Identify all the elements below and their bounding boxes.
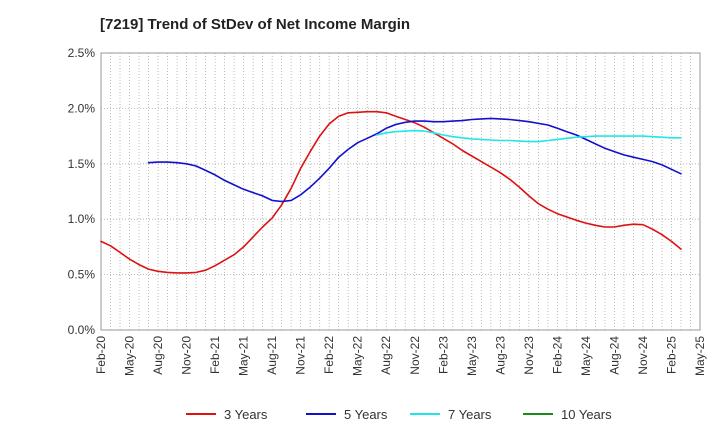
x-tick-label: May-22	[351, 336, 365, 376]
x-tick-label: Feb-21	[208, 336, 222, 374]
x-tick-label: May-21	[237, 336, 251, 376]
x-tick-label: May-23	[465, 336, 479, 376]
legend-label: 10 Years	[561, 407, 612, 422]
legend-label: 7 Years	[448, 407, 492, 422]
series-line-5-years	[147, 117, 682, 203]
x-tick-label: Nov-21	[294, 336, 308, 375]
y-axis: 0.0% 0.5% 1.0% 1.5% 2.0% 2.5%	[68, 46, 96, 337]
chart-title: [7219] Trend of StDev of Net Income Marg…	[100, 16, 411, 33]
x-tick-label: Feb-25	[664, 336, 678, 374]
grid-lines	[101, 53, 700, 330]
legend-label: 3 Years	[224, 407, 268, 422]
x-tick-label: Aug-20	[151, 336, 165, 375]
x-tick-label: Nov-23	[522, 336, 536, 375]
x-tick-label: Aug-24	[607, 336, 621, 375]
plot-frame	[100, 52, 701, 331]
x-tick-label: Feb-20	[94, 336, 108, 374]
y-tick-label: 1.0%	[68, 212, 96, 226]
x-tick-label: Feb-23	[436, 336, 450, 374]
y-tick-label: 0.0%	[68, 323, 96, 337]
x-tick-label: Nov-24	[636, 336, 650, 375]
x-tick-label: Nov-20	[180, 336, 194, 375]
x-tick-label: May-20	[123, 336, 137, 376]
x-tick-label: Nov-22	[408, 336, 422, 375]
y-tick-label: 0.5%	[68, 268, 96, 282]
y-tick-label: 1.5%	[68, 157, 96, 171]
series-line-7-years	[375, 129, 682, 143]
x-tick-label: May-24	[579, 336, 593, 376]
x-tick-label: Aug-23	[493, 336, 507, 375]
x-tick-label: Feb-24	[550, 336, 564, 374]
y-tick-label: 2.5%	[68, 46, 96, 60]
x-tick-label: Aug-22	[379, 336, 393, 375]
series-line-3-years	[100, 110, 682, 274]
legend-label: 5 Years	[344, 407, 388, 422]
legend: 3 Years 5 Years 7 Years 10 Years	[186, 407, 612, 422]
x-tick-label: Aug-21	[265, 336, 279, 375]
x-tick-label: May-25	[693, 336, 707, 376]
x-axis: Feb-20 May-20 Aug-20 Nov-20 Feb-21 May-21 Aug-…	[94, 336, 707, 376]
series-lines	[100, 110, 682, 274]
y-tick-label: 2.0%	[68, 101, 96, 115]
x-tick-label: Feb-22	[322, 336, 336, 374]
